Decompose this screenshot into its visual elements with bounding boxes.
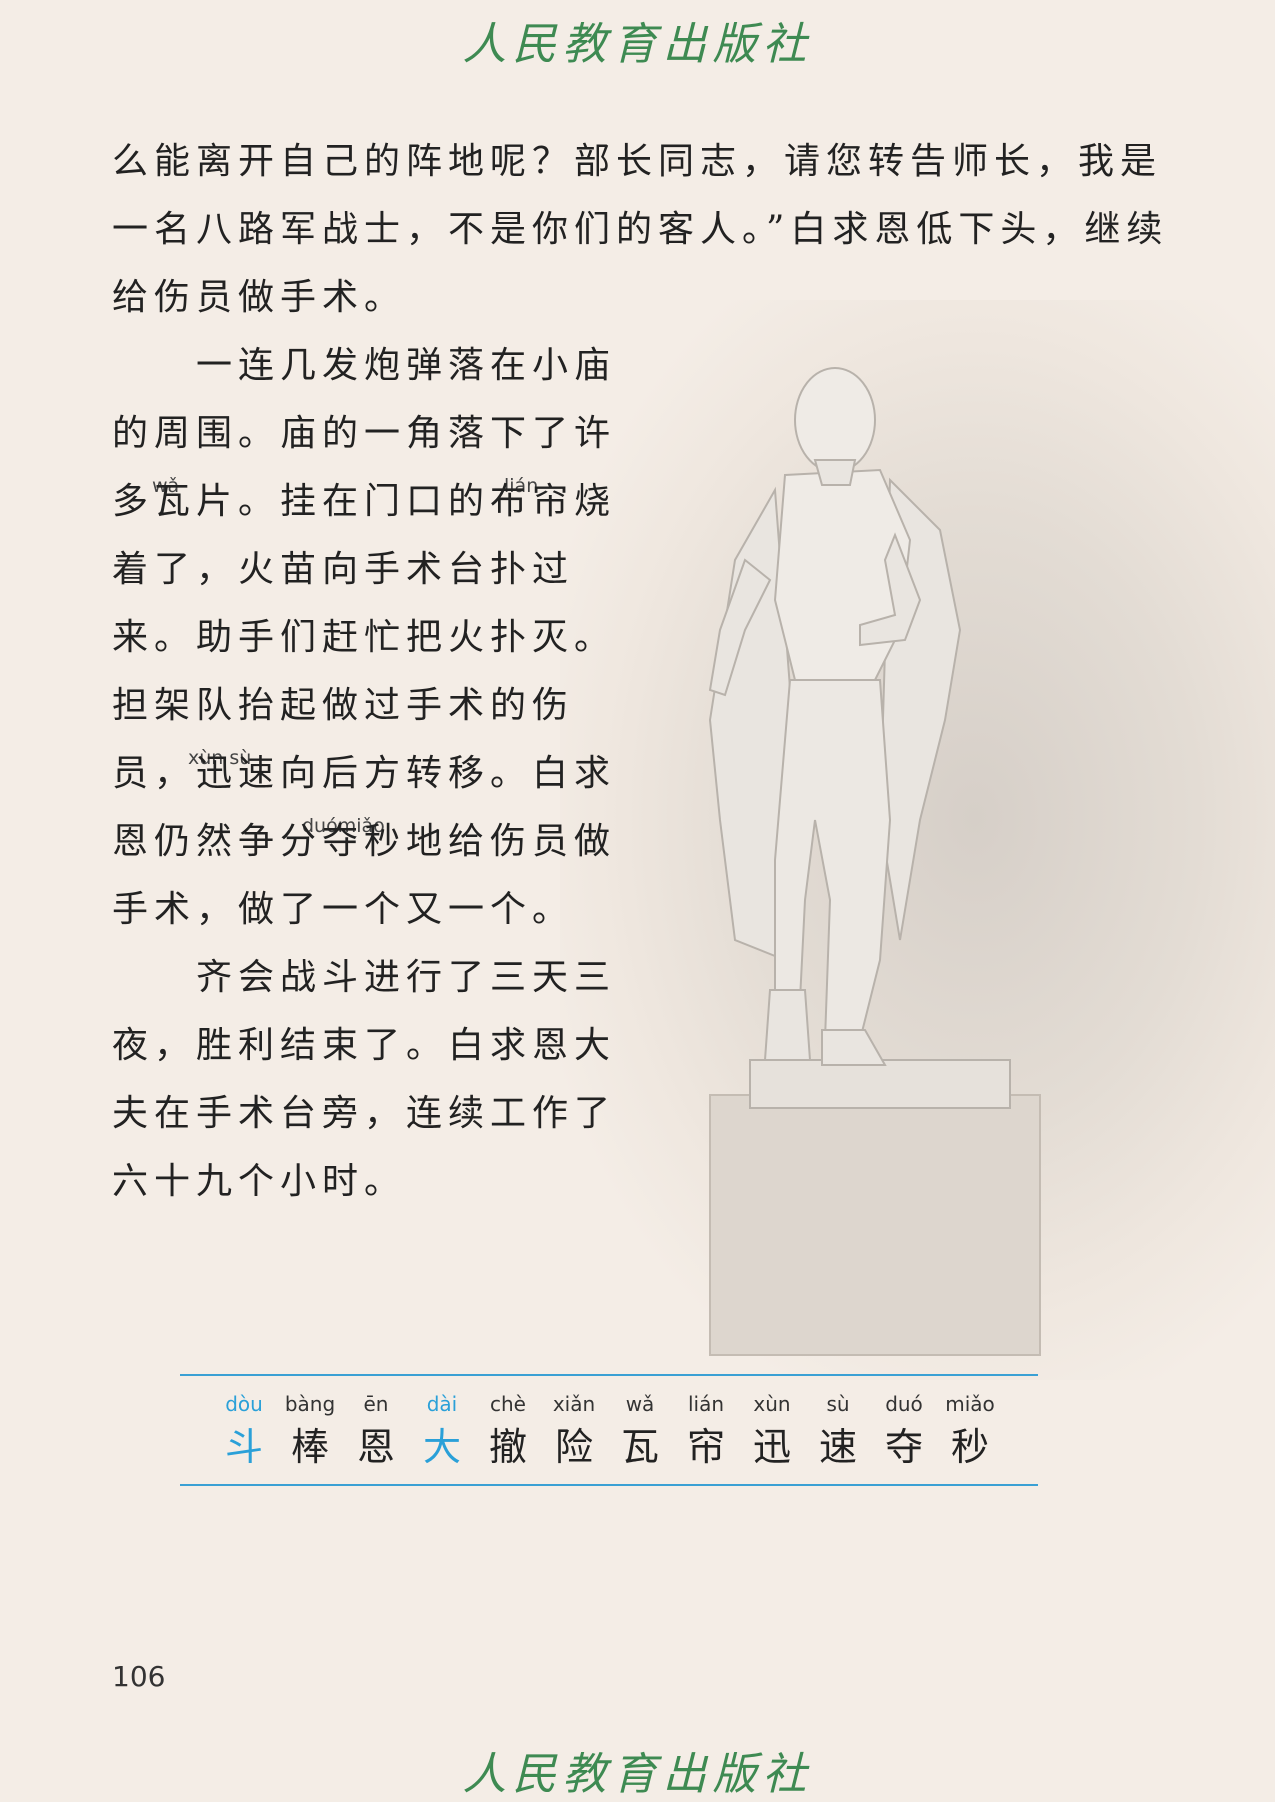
vocab-item: xùn 迅 xyxy=(739,1376,805,1471)
vocab-char: 大 xyxy=(422,1425,461,1469)
vocab-pinyin: bàng xyxy=(284,1392,336,1416)
statue-photo xyxy=(560,300,1275,1380)
text-line: 着了，火苗向手术台扑过 xyxy=(112,549,575,590)
vocab-char: 撤 xyxy=(488,1425,527,1469)
vocab-item: sù 速 xyxy=(805,1376,871,1471)
pinyin-annotation: lián xyxy=(504,475,539,497)
vocab-char: 帘 xyxy=(686,1425,725,1469)
vocab-char: 迅 xyxy=(752,1425,791,1469)
text-line: 恩仍然争分夺秒地给伤员做 xyxy=(112,821,617,862)
vocab-pinyin: miǎo xyxy=(945,1392,995,1416)
vocab-pinyin: xiǎn xyxy=(552,1392,596,1416)
vocab-char: 速 xyxy=(818,1425,857,1469)
pinyin-annotation: wǎ xyxy=(152,475,180,497)
vocab-item: chè 撤 xyxy=(475,1376,541,1471)
vocab-pinyin: wǎ xyxy=(625,1392,655,1416)
publisher-logo-top: 人民教育出版社 xyxy=(462,19,813,70)
vocab-char: 险 xyxy=(554,1425,593,1469)
vocab-char: 斗 xyxy=(224,1425,263,1469)
vocab-item: dòu 斗 xyxy=(211,1376,277,1471)
vocab-pinyin: lián xyxy=(687,1392,725,1416)
vocab-item: bàng 棒 xyxy=(277,1376,343,1471)
text-line: 担架队抬起做过手术的伤 xyxy=(112,685,575,726)
vocab-char: 恩 xyxy=(356,1425,395,1469)
publisher-logo-bottom: 人民教育出版社 xyxy=(462,1749,813,1800)
vocab-item: wǎ 瓦 xyxy=(607,1376,673,1471)
text-line: 么能离开自己的阵地呢？部长同志，请您转告师长，我是 xyxy=(112,141,1163,182)
text-line: 员，迅速向后方转移。白求 xyxy=(112,753,617,794)
text-line: 夜，胜利结束了。白求恩大 xyxy=(112,1025,617,1066)
vocabulary-box: dòu 斗 bàng 棒 ēn 恩 dài 大 chè 撤 xiǎn 险 wǎ … xyxy=(180,1374,1038,1486)
vocab-pinyin: xùn xyxy=(753,1392,791,1416)
vocab-char: 瓦 xyxy=(620,1425,659,1469)
text-line: 多瓦片。挂在门口的布帘烧 xyxy=(112,481,617,522)
statue-illustration xyxy=(708,367,1041,1356)
pinyin-annotation: xùn sù xyxy=(188,747,252,769)
text-line: 夫在手术台旁，连续工作了 xyxy=(112,1093,617,1134)
vocab-item: lián 帘 xyxy=(673,1376,739,1471)
vocab-pinyin: sù xyxy=(826,1392,850,1416)
text-line: 齐会战斗进行了三天三 xyxy=(112,957,617,998)
vocab-pinyin: dài xyxy=(426,1392,458,1416)
vocab-char: 棒 xyxy=(290,1425,329,1469)
vocab-pinyin: dòu xyxy=(225,1392,263,1416)
text-line: 的周围。庙的一角落下了许 xyxy=(112,413,617,454)
vocab-pinyin: duó xyxy=(885,1392,923,1416)
page-number: 106 xyxy=(112,1660,166,1693)
text-line: 来。助手们赶忙把火扑灭。 xyxy=(112,617,617,658)
vocab-item: ēn 恩 xyxy=(343,1376,409,1471)
vocab-pinyin: chè xyxy=(490,1392,526,1416)
text-line: 手术，做了一个又一个。 xyxy=(112,889,575,930)
pinyin-annotation: duómiǎo xyxy=(302,815,385,837)
vocab-pinyin: ēn xyxy=(363,1392,389,1416)
text-line: 给伤员做手术。 xyxy=(112,277,407,318)
vocab-char: 夺 xyxy=(884,1425,923,1469)
vocab-char: 秒 xyxy=(950,1425,989,1469)
vocab-item: duó 夺 xyxy=(871,1376,937,1471)
text-line: 六十九个小时。 xyxy=(112,1161,407,1202)
text-line: 一名八路军战士，不是你们的客人。”白求恩低下头，继续 xyxy=(112,209,1169,250)
vocab-item: dài 大 xyxy=(409,1376,475,1471)
text-line: 一连几发炮弹落在小庙 xyxy=(112,345,617,386)
vocab-item: xiǎn 险 xyxy=(541,1376,607,1471)
vocab-item: miǎo 秒 xyxy=(937,1376,1003,1471)
